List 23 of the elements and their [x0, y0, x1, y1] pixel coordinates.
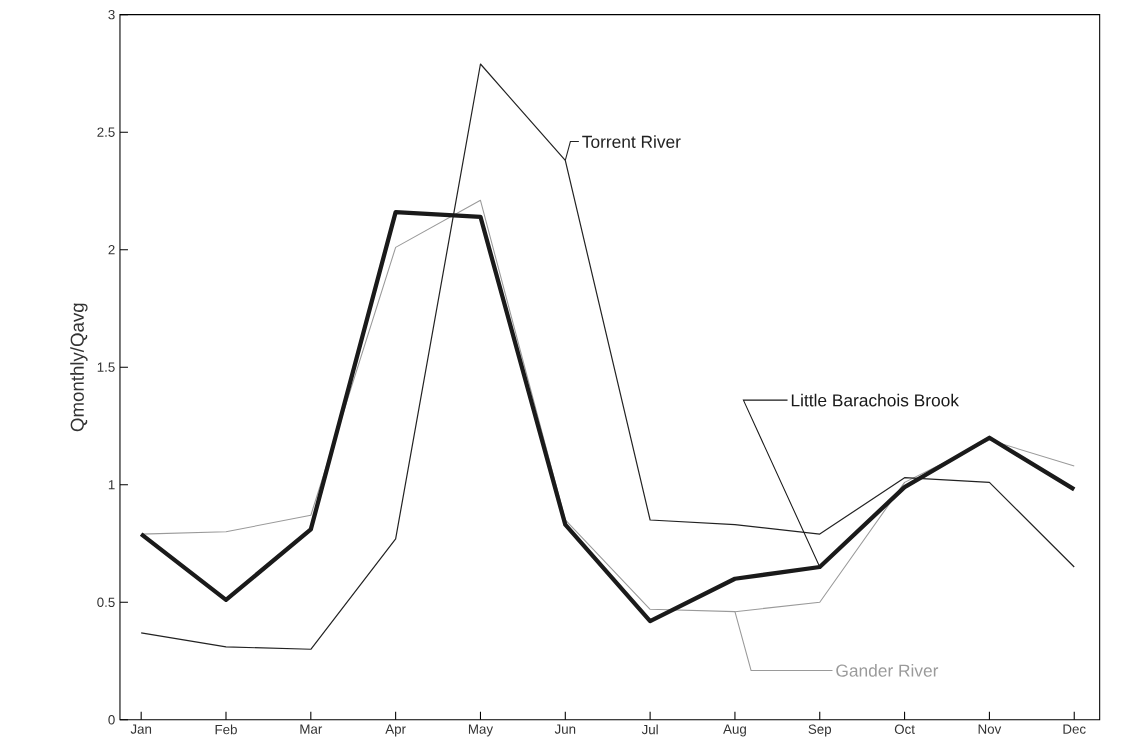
- x-tick-label: Jan: [130, 724, 152, 734]
- y-tick-label: 0: [108, 715, 115, 725]
- text: Little Barachois Brook: [791, 393, 960, 407]
- y-tick-label: 3: [108, 10, 115, 20]
- x-tick-label: Sep: [808, 724, 832, 737]
- y-tick-label: 0.5: [97, 597, 115, 608]
- x-tick-label: Jun: [554, 724, 576, 734]
- y-tick-label: 1: [108, 480, 115, 490]
- x-tick-label: Mar: [300, 724, 323, 734]
- text: Gander River: [836, 664, 939, 677]
- x-tick-label: Feb: [215, 724, 237, 735]
- y-axis-title: Qmonthly/Qavg: [70, 303, 88, 432]
- x-tick-label: May: [468, 724, 494, 737]
- legend-label: Torrent River: [582, 135, 681, 149]
- x-tick-label: Oct: [894, 724, 915, 735]
- y-tick-label: 2: [108, 245, 115, 255]
- y-tick-label: 2.5: [97, 127, 115, 137]
- x-tick-label: Aug: [723, 724, 746, 737]
- x-tick-label: Dec: [1063, 724, 1086, 734]
- x-tick-label: Nov: [978, 724, 1002, 734]
- y-tick-label: 1.5: [97, 362, 115, 372]
- x-tick-label: Apr: [385, 724, 406, 737]
- x-tick-label: Jul: [641, 724, 658, 735]
